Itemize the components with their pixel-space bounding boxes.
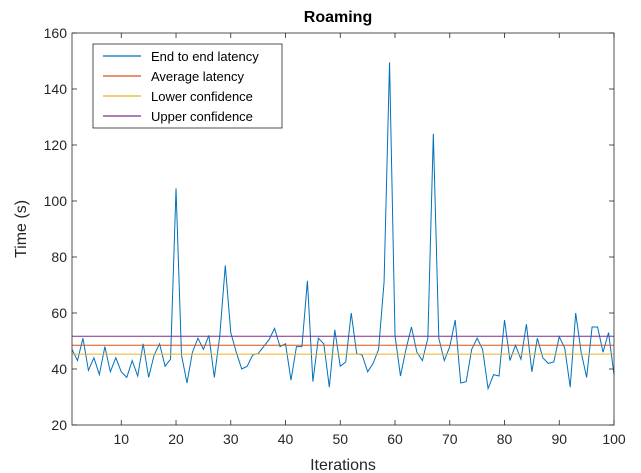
chart-title: Roaming xyxy=(304,9,372,26)
y-tick-label: 80 xyxy=(51,249,67,265)
y-tick-label: 100 xyxy=(44,193,68,209)
legend-box xyxy=(92,43,283,129)
x-axis-title: Iterations xyxy=(310,457,376,473)
x-tick-label: 40 xyxy=(278,431,294,447)
y-tick-label: 60 xyxy=(51,305,67,321)
y-axis: 20 40 60 80 100 120 140 160 xyxy=(44,25,614,433)
legend: End to end latency Average latency Lower c… xyxy=(92,43,283,129)
x-tick-label: 20 xyxy=(168,431,184,447)
y-tick-label: 20 xyxy=(51,417,67,433)
legend-label: Upper confidence xyxy=(151,109,253,124)
x-tick-label: 80 xyxy=(497,431,513,447)
legend-label: End to end latency xyxy=(151,49,259,64)
x-tick-label: 60 xyxy=(387,431,403,447)
series-line-1 xyxy=(71,62,615,391)
x-tick-label: 70 xyxy=(442,431,458,447)
plot-area xyxy=(71,32,615,426)
x-tick-label: 90 xyxy=(551,431,567,447)
legend-label: Average latency xyxy=(151,69,244,84)
x-tick-label: 30 xyxy=(223,431,239,447)
y-tick-label: 160 xyxy=(44,25,68,41)
y-axis-title: Time (s) xyxy=(13,200,30,258)
y-tick-label: 140 xyxy=(44,81,68,97)
x-axis: 10 20 30 40 50 60 70 80 90 100 xyxy=(113,33,626,447)
legend-label: Lower confidence xyxy=(151,89,253,104)
y-tick-label: 120 xyxy=(44,137,68,153)
x-tick-label: 100 xyxy=(602,431,626,447)
x-tick-label: 10 xyxy=(113,431,129,447)
x-tick-label: 50 xyxy=(332,431,348,447)
axes-box xyxy=(71,32,615,426)
y-tick-label: 40 xyxy=(51,361,67,377)
